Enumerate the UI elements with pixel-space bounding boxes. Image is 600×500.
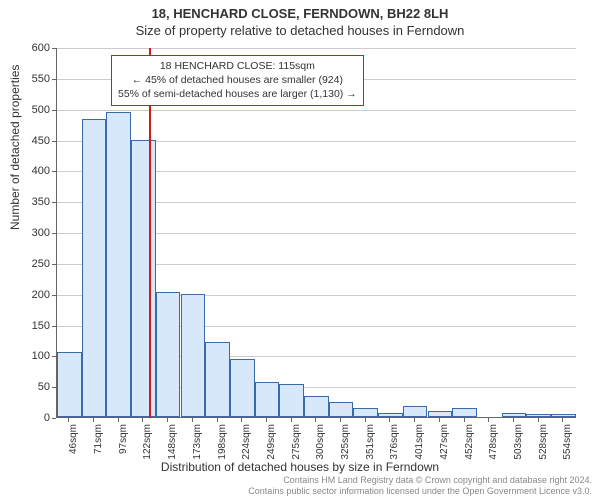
callout-line-1: 18 HENCHARD CLOSE: 115sqm [118, 59, 357, 73]
y-tick-mark [52, 295, 56, 296]
histogram-bar [378, 413, 403, 417]
histogram-bar [230, 359, 255, 417]
histogram-bar [502, 413, 527, 417]
y-tick-mark [52, 264, 56, 265]
x-tick-mark [217, 418, 218, 422]
x-tick-mark [414, 418, 415, 422]
y-tick-label: 500 [20, 104, 50, 116]
x-tick-mark [266, 418, 267, 422]
y-tick-label: 100 [20, 350, 50, 362]
x-axis-label: Distribution of detached houses by size … [0, 460, 600, 474]
y-tick-label: 600 [20, 42, 50, 54]
histogram-bar [279, 384, 304, 417]
x-tick-mark [93, 418, 94, 422]
x-tick-mark [538, 418, 539, 422]
y-tick-label: 550 [20, 73, 50, 85]
x-tick-mark [142, 418, 143, 422]
page-subtitle: Size of property relative to detached ho… [0, 21, 600, 38]
y-tick-mark [52, 79, 56, 80]
y-tick-label: 300 [20, 227, 50, 239]
y-tick-label: 200 [20, 289, 50, 301]
x-tick-mark [513, 418, 514, 422]
y-tick-label: 150 [20, 320, 50, 332]
plot-region: 18 HENCHARD CLOSE: 115sqm← 45% of detach… [56, 48, 576, 418]
x-tick-mark [365, 418, 366, 422]
histogram-bar [57, 352, 82, 417]
x-tick-mark [167, 418, 168, 422]
histogram-bar [551, 414, 576, 417]
histogram-bar [106, 112, 131, 417]
footer-line-1: Contains HM Land Registry data © Crown c… [248, 475, 592, 486]
histogram-bar [304, 396, 329, 417]
x-tick-mark [340, 418, 341, 422]
page-title: 18, HENCHARD CLOSE, FERNDOWN, BH22 8LH [0, 0, 600, 21]
x-tick-mark [315, 418, 316, 422]
y-tick-mark [52, 141, 56, 142]
callout-line-3: 55% of semi-detached houses are larger (… [118, 87, 357, 101]
histogram-bar [255, 382, 280, 417]
histogram-bar [205, 342, 230, 417]
x-tick-mark [389, 418, 390, 422]
histogram-bar [181, 294, 206, 417]
x-tick-mark [464, 418, 465, 422]
x-tick-mark [488, 418, 489, 422]
histogram-bar [82, 119, 107, 417]
property-callout: 18 HENCHARD CLOSE: 115sqm← 45% of detach… [111, 55, 364, 106]
y-tick-label: 350 [20, 196, 50, 208]
histogram-bar [452, 408, 477, 417]
histogram-bar [131, 140, 156, 418]
y-tick-mark [52, 387, 56, 388]
y-tick-mark [52, 418, 56, 419]
x-tick-mark [562, 418, 563, 422]
y-tick-mark [52, 356, 56, 357]
y-tick-mark [52, 233, 56, 234]
histogram-bar [428, 411, 453, 417]
chart-area: 18 HENCHARD CLOSE: 115sqm← 45% of detach… [56, 48, 576, 418]
footer-attribution: Contains HM Land Registry data © Crown c… [248, 475, 592, 498]
y-tick-mark [52, 326, 56, 327]
histogram-bar [403, 406, 428, 417]
x-tick-mark [291, 418, 292, 422]
footer-line-2: Contains public sector information licen… [248, 486, 592, 497]
x-tick-mark [241, 418, 242, 422]
x-tick-mark [68, 418, 69, 422]
y-tick-mark [52, 202, 56, 203]
y-tick-label: 0 [20, 412, 50, 424]
y-tick-label: 450 [20, 135, 50, 147]
y-tick-mark [52, 110, 56, 111]
histogram-bar [526, 414, 551, 417]
y-tick-mark [52, 48, 56, 49]
y-tick-label: 400 [20, 165, 50, 177]
x-tick-mark [118, 418, 119, 422]
y-tick-label: 250 [20, 258, 50, 270]
histogram-bar [353, 408, 378, 417]
histogram-bar [156, 292, 181, 417]
histogram-bar [329, 402, 354, 417]
y-tick-label: 50 [20, 381, 50, 393]
x-tick-mark [192, 418, 193, 422]
x-tick-mark [439, 418, 440, 422]
callout-line-2: ← 45% of detached houses are smaller (92… [118, 73, 357, 87]
y-tick-mark [52, 171, 56, 172]
